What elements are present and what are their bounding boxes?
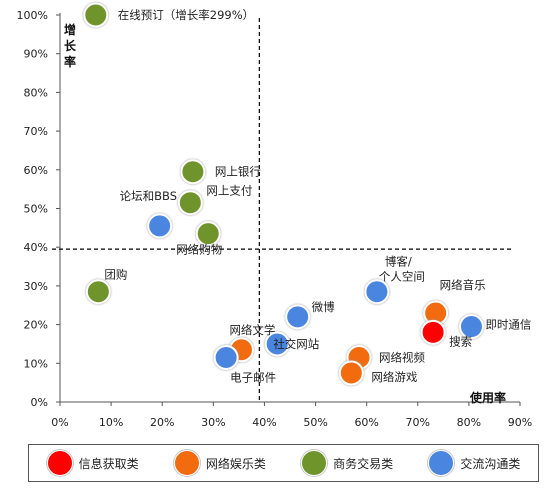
data-point <box>213 344 239 370</box>
x-tick-label: 20% <box>150 416 174 429</box>
point-label: 网络游戏 <box>371 370 417 384</box>
data-point <box>180 159 206 185</box>
point-label: 网络音乐 <box>440 278 486 292</box>
point-label: 电子邮件 <box>230 370 276 384</box>
legend-item: 网络娱乐类 <box>173 450 266 476</box>
data-point <box>420 319 446 345</box>
y-tick-label: 90% <box>24 48 48 61</box>
y-tick-label: 60% <box>24 164 48 177</box>
point-label: 论坛和BBS <box>120 189 177 203</box>
point-label: 网上银行 <box>215 165 261 179</box>
y-tick-label: 40% <box>24 241 48 254</box>
point-label: 微博 <box>312 300 335 314</box>
point-label: 团购 <box>104 268 127 282</box>
x-tick-label: 10% <box>99 416 123 429</box>
y-tick-label: 10% <box>24 357 48 370</box>
y-axis-label: 增长率 <box>64 22 77 69</box>
x-tick-label: 0% <box>51 416 68 429</box>
point-label: 网络文学 <box>229 323 275 337</box>
y-tick-label: 70% <box>24 125 48 138</box>
y-tick-label: 50% <box>24 203 48 216</box>
point-label: 即时通信 <box>485 318 531 332</box>
x-tick-label: 60% <box>354 416 378 429</box>
data-point <box>147 213 173 239</box>
point-label: 网络视频 <box>379 350 425 364</box>
x-tick-label: 40% <box>252 416 276 429</box>
point-label: 搜索 <box>449 334 472 348</box>
x-tick-label: 70% <box>406 416 430 429</box>
legend-item: 商务交易类 <box>301 450 393 476</box>
x-tick-label: 90% <box>508 416 532 429</box>
point-label: 博客/个人空间 <box>379 255 425 284</box>
legend: 信息获取类 网络娱乐类 商务交易类 交流沟通类 <box>28 444 539 482</box>
legend-item: 信息获取类 <box>46 450 139 476</box>
legend-swatch <box>301 450 328 476</box>
scatter-chart: 0% 10% 20% 30% 40% 50% 60% 70% 80% 90% 0% 10% 20% 30%… <box>17 2 533 429</box>
y-tick-label: 30% <box>24 280 48 293</box>
legend-swatch <box>428 450 455 476</box>
data-point <box>195 221 221 247</box>
data-point <box>364 279 390 305</box>
point-label: 网上支付 <box>206 184 252 198</box>
data-point <box>83 2 109 28</box>
data-point <box>85 279 111 305</box>
tick-labels: 0% 10% 20% 30% 40% 50% 60% 70% 80% 90% 0% 10% 20% 30%… <box>17 9 533 429</box>
point-label: 社交网站 <box>273 337 319 351</box>
y-tick-label: 0% <box>31 396 48 409</box>
data-point <box>338 360 364 386</box>
data-point <box>264 331 290 357</box>
x-axis-label: 使用率 <box>469 390 506 405</box>
y-tick-label: 80% <box>24 86 48 99</box>
axes <box>59 13 520 403</box>
point-label: 在线预订（增长率299%） <box>118 8 254 22</box>
legend-label: 商务交易类 <box>333 456 394 471</box>
x-tick-label: 50% <box>303 416 327 429</box>
reference-lines <box>52 18 514 402</box>
legend-swatch <box>173 450 200 476</box>
data-point <box>458 314 484 340</box>
legend-label: 交流沟通类 <box>460 456 521 471</box>
y-tick-label: 100% <box>17 9 48 22</box>
legend-swatch <box>46 450 73 476</box>
legend-label: 网络娱乐类 <box>205 456 266 471</box>
data-point <box>177 190 203 216</box>
legend-label: 信息获取类 <box>78 456 139 471</box>
x-tick-label: 80% <box>457 416 481 429</box>
legend-item: 交流沟通类 <box>428 450 520 476</box>
point-label: 网络购物 <box>176 243 222 257</box>
x-tick-label: 30% <box>201 416 225 429</box>
y-tick-label: 20% <box>24 319 48 332</box>
data-points <box>83 2 484 386</box>
data-point <box>285 304 311 330</box>
